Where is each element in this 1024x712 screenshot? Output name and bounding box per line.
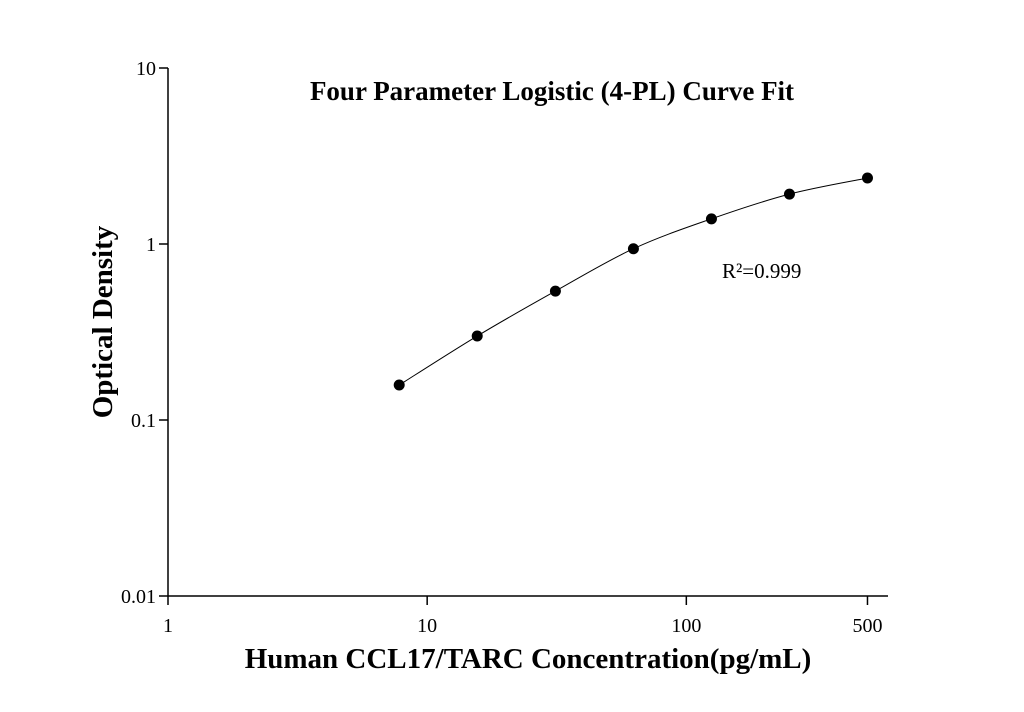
data-point [627, 243, 639, 255]
y-tick-label: 0.1 [131, 410, 156, 432]
data-point [705, 213, 717, 225]
r-squared-annotation: R²=0.999 [722, 259, 801, 283]
data-point [861, 172, 873, 184]
x-tick-label: 10 [417, 615, 437, 637]
data-point [471, 330, 483, 342]
y-tick-label: 1 [146, 234, 156, 256]
y-tick-label: 0.01 [121, 586, 156, 608]
y-axis-title: Optical Density [87, 225, 119, 418]
x-tick-label: 500 [852, 615, 882, 637]
data-point [783, 188, 795, 200]
data-point [549, 285, 561, 297]
x-tick-label: 100 [671, 615, 701, 637]
data-point [393, 379, 405, 391]
x-axis-title: Human CCL17/TARC Concentration(pg/mL) [245, 643, 812, 675]
y-tick-label: 10 [136, 58, 156, 80]
x-tick-label: 1 [163, 615, 173, 637]
chart-title: Four Parameter Logistic (4-PL) Curve Fit [310, 76, 794, 106]
